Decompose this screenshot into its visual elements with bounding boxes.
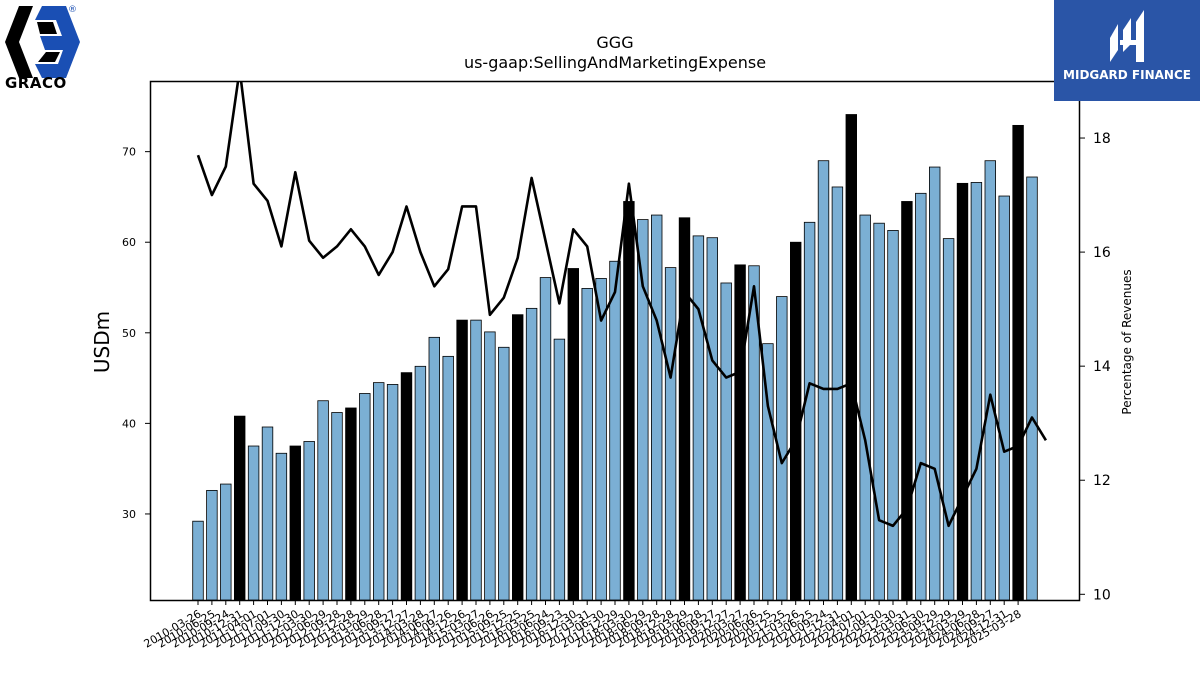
bar xyxy=(247,445,260,601)
bar xyxy=(442,355,454,601)
x-axis: 2010-03-262010-06-252010-09-242010-12-31… xyxy=(142,600,1024,651)
y-tick-label-right: 18 xyxy=(1093,131,1111,147)
bar xyxy=(498,346,510,601)
bar xyxy=(470,319,482,601)
bar xyxy=(887,230,899,601)
y-tick-label-right: 10 xyxy=(1093,587,1111,603)
bar xyxy=(206,489,218,601)
y-tick-label-left: 50 xyxy=(122,327,136,340)
bar xyxy=(512,314,524,601)
y-tick-label-left: 70 xyxy=(122,146,136,159)
bar xyxy=(456,319,468,601)
bar xyxy=(595,278,607,601)
bar xyxy=(942,238,955,601)
bar xyxy=(539,277,552,601)
midgard-logo-icon xyxy=(1054,0,1200,101)
y-axis-label-right: Percentage of Revenues xyxy=(1120,269,1134,414)
bar xyxy=(720,282,732,601)
bar xyxy=(261,426,274,601)
bar xyxy=(386,384,399,601)
bar xyxy=(929,166,941,601)
chart-subtitle: us-gaap:SellingAndMarketingExpense xyxy=(464,53,766,72)
bar xyxy=(233,415,246,601)
y-axis-right: 10 12 14 16 18 xyxy=(1080,131,1111,603)
bar xyxy=(1012,124,1024,601)
y-axis-label-left: USDm xyxy=(90,311,114,373)
bar xyxy=(651,214,663,601)
bar xyxy=(817,160,830,601)
bar xyxy=(609,260,621,601)
y-tick-label-left: 60 xyxy=(122,236,136,249)
bar xyxy=(956,182,969,601)
bar xyxy=(915,192,927,601)
bar xyxy=(734,264,746,601)
y-tick-label-left: 40 xyxy=(122,417,136,430)
bar xyxy=(998,195,1010,601)
bar xyxy=(289,445,302,601)
registered-mark: ® xyxy=(68,5,77,15)
bar xyxy=(345,407,357,601)
bar xyxy=(1026,176,1038,601)
bar xyxy=(331,412,343,601)
y-tick-label-right: 12 xyxy=(1093,473,1111,489)
bar xyxy=(873,222,885,601)
bar xyxy=(428,336,441,601)
bar xyxy=(706,237,719,601)
graco-logo-icon: ® xyxy=(5,5,80,78)
y-tick-label-left: 30 xyxy=(122,508,136,521)
bar xyxy=(372,382,385,601)
midgard-logo-text: MIDGARD FINANCE xyxy=(1063,68,1191,82)
series-line xyxy=(196,81,1048,528)
bar xyxy=(400,372,413,601)
bar xyxy=(692,235,705,601)
bar xyxy=(567,268,580,601)
midgard-finance-logo: MIDGARD FINANCE xyxy=(1054,0,1200,101)
y-tick-label-right: 14 xyxy=(1093,359,1111,375)
line-group xyxy=(196,81,1048,528)
bar xyxy=(859,214,871,601)
bar xyxy=(275,452,288,601)
bar xyxy=(525,307,538,601)
bar xyxy=(317,400,329,601)
bar xyxy=(359,393,371,601)
y-tick-label-right: 16 xyxy=(1093,245,1111,261)
bar xyxy=(303,441,315,601)
bar xyxy=(623,201,635,601)
bar xyxy=(901,201,913,601)
bar xyxy=(220,483,232,601)
bar xyxy=(678,217,691,601)
bar xyxy=(553,338,566,601)
y-axis-left: 30 40 50 60 70 xyxy=(122,146,150,521)
bar xyxy=(581,288,593,601)
graco-logo-text: GRACO xyxy=(5,74,67,92)
chart-title: GGG xyxy=(596,33,633,52)
bar xyxy=(984,160,997,601)
bar xyxy=(803,221,816,601)
bar xyxy=(970,182,983,601)
bar xyxy=(664,267,677,601)
bar xyxy=(845,114,858,601)
bar xyxy=(484,331,496,601)
bars-group xyxy=(192,114,1038,601)
bar xyxy=(831,186,844,601)
bar xyxy=(414,365,427,601)
bar xyxy=(192,520,204,601)
